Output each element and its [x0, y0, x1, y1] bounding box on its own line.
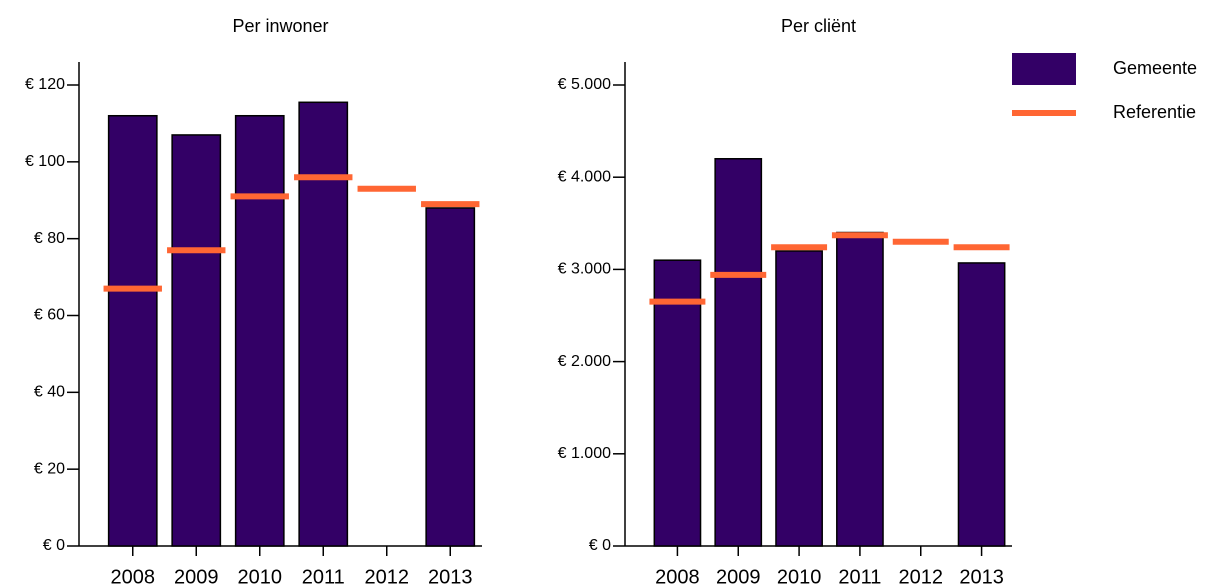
bar	[653, 259, 702, 547]
chart-title: Per cliënt	[781, 16, 856, 36]
bar	[171, 134, 222, 547]
y-tick-label: € 40	[34, 384, 65, 401]
x-tick-label: 2012	[899, 566, 944, 586]
bar	[714, 158, 763, 547]
y-tick-label: € 120	[25, 76, 65, 93]
y-tick-label: € 60	[34, 307, 65, 324]
x-tick-label: 2010	[238, 566, 283, 586]
x-tick-label: 2008	[111, 566, 156, 586]
x-tick-label: 2013	[428, 566, 473, 586]
chart-title: Per inwoner	[232, 16, 328, 36]
x-tick-label: 2012	[365, 566, 410, 586]
y-tick-label: € 0	[43, 537, 65, 554]
x-tick-label: 2011	[302, 566, 345, 586]
x-tick-label: 2010	[777, 566, 822, 586]
y-tick-label: € 100	[25, 153, 65, 170]
bar	[775, 250, 823, 547]
y-tick-label: € 4.000	[558, 168, 611, 185]
y-tick-label: € 1.000	[558, 445, 611, 462]
x-tick-label: 2009	[174, 566, 219, 586]
y-tick-label: € 0	[589, 537, 611, 554]
x-tick-label: 2009	[716, 566, 761, 586]
bar	[107, 114, 158, 547]
legend-label: Referentie	[1113, 102, 1196, 122]
x-tick-label: 2011	[838, 566, 881, 586]
y-tick-label: € 5.000	[558, 76, 611, 93]
bar	[234, 114, 285, 547]
legend-label: Gemeente	[1113, 58, 1197, 78]
y-tick-label: € 2.000	[558, 353, 611, 370]
x-tick-label: 2008	[655, 566, 700, 586]
bar	[957, 262, 1006, 547]
bar	[298, 101, 349, 547]
y-tick-label: € 3.000	[558, 261, 611, 278]
x-tick-label: 2013	[959, 566, 1004, 586]
legend-swatch	[1012, 53, 1076, 85]
bar	[836, 231, 884, 547]
bar	[425, 207, 476, 547]
y-tick-label: € 80	[34, 230, 65, 247]
y-tick-label: € 20	[34, 460, 65, 477]
